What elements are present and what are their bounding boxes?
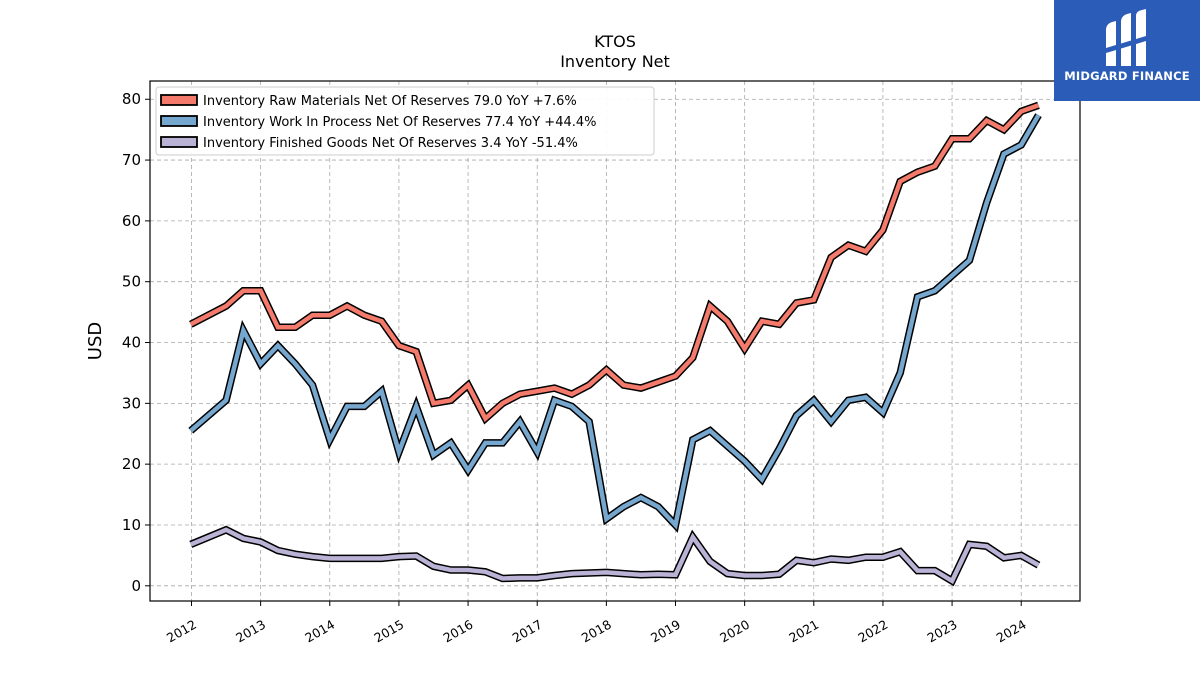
logo-text: MIDGARD FINANCE [1064,69,1190,83]
x-tick-label: 2012 [164,617,199,646]
x-tick-label: 2023 [925,617,960,646]
series-inventory-work-in-process-net-of-reserves [188,113,1042,533]
series-inventory-raw-materials-net-of-reserves [189,101,1040,425]
y-tick-label: 40 [122,334,141,352]
x-tick-label: 2018 [579,617,614,646]
x-tick-label: 2022 [855,617,890,646]
y-tick-label: 60 [122,212,141,230]
plot-frame [149,80,1081,602]
x-tick-label: 2021 [786,617,821,646]
y-tick-label: 20 [122,455,141,473]
x-tick-label: 2019 [648,617,683,646]
series-line [189,103,1040,423]
x-tick-label: 2024 [994,617,1029,646]
x-tick-label: 2017 [510,617,545,646]
legend-box [155,86,655,156]
x-tick-label: 2013 [233,617,268,646]
series-inventory-finished-goods-net-of-reserves [189,525,1041,587]
x-tick-label: 2016 [441,617,476,646]
x-tick-label: 2020 [717,617,752,646]
series-line [189,113,1041,530]
y-tick-label: 50 [122,273,141,291]
y-tick-label: 80 [122,90,141,108]
legend-swatch [160,115,198,127]
chart-subtitle: Inventory Net [560,52,670,71]
legend-entry: Inventory Raw Materials Net Of Reserves … [203,94,577,109]
y-axis: 0 10 20 30 40 50 60 70 80 [122,90,150,595]
legend-entry: Inventory Work In Process Net Of Reserve… [203,115,597,130]
series-layer [188,101,1042,587]
legend-swatch [160,136,198,148]
y-axis-label: USD [85,322,106,360]
y-tick-label: 30 [122,394,141,412]
x-tick-label: 2014 [302,617,337,646]
y-tick-label: 70 [122,151,141,169]
x-tick-label: 2015 [371,617,406,646]
legend-swatch [160,94,198,106]
midgard-logo-mark-icon [1106,9,1146,66]
legend-entry: Inventory Finished Goods Net Of Reserves… [203,136,578,151]
x-axis: 2012 2013 2014 2015 2016 2017 2018 2019 2020 2021… [164,601,1029,646]
chart-title: KTOS [594,32,636,51]
y-tick-label: 10 [122,516,141,534]
midgard-finance-logo: MIDGARD FINANCE [1054,0,1200,101]
legend: Inventory Raw Materials Net Of Reserves … [155,86,655,156]
y-tick-label: 0 [131,577,141,595]
series-line [189,527,1040,585]
